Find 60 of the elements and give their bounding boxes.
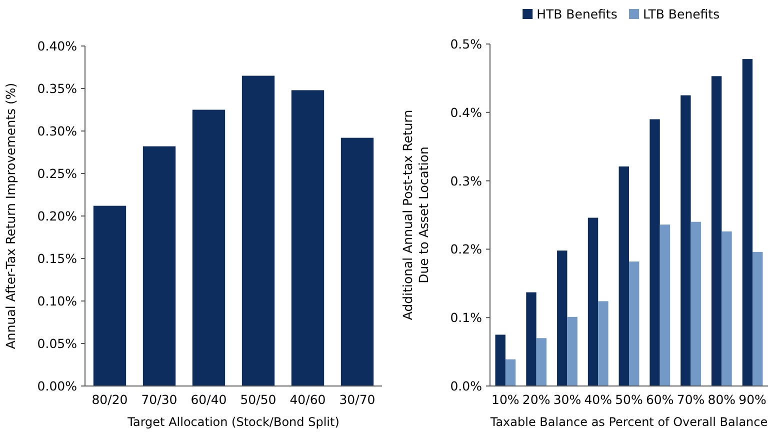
y-axis-title: Additional Annual Post-tax Return Due to Asset Location	[400, 110, 431, 320]
bar	[629, 262, 640, 386]
bar	[722, 231, 732, 386]
y-tick-label: 0.40%	[37, 38, 78, 54]
y-tick-label: 0.5%	[450, 36, 482, 52]
x-tick-label: 60/40	[190, 392, 227, 407]
bar	[505, 359, 516, 386]
y-tick-label: 0.05%	[37, 336, 78, 351]
bar	[557, 250, 568, 386]
y-tick-label: 0.10%	[37, 294, 78, 308]
y-tick-label: 0.3%	[450, 173, 482, 188]
bar	[711, 76, 722, 386]
y-tick-label: 0.20%	[37, 208, 78, 224]
legend-label: HTB Benefits	[536, 6, 618, 22]
bar	[495, 334, 506, 386]
x-tick-label: 90%	[738, 392, 767, 407]
bar	[660, 224, 670, 386]
x-tick-label: 50/50	[240, 392, 276, 407]
bar	[242, 76, 275, 386]
x-tick-label: 10%	[492, 392, 520, 407]
legend-label: LTB Benefits	[643, 6, 720, 22]
bar	[142, 146, 176, 386]
x-tick-label: 80/20	[92, 392, 128, 407]
x-tick-label: 70%	[676, 392, 705, 407]
x-tick-label: 80%	[708, 392, 736, 407]
y-tick-label: 0.30%	[37, 124, 78, 138]
y-tick-label: 0.35%	[37, 81, 78, 96]
y-tick-label: 0.0%	[450, 378, 482, 394]
bar	[752, 252, 763, 386]
bar	[650, 119, 660, 386]
bar	[742, 59, 753, 386]
bar	[680, 95, 691, 386]
x-axis-title: Taxable Balance as Percent of Overall Balance	[489, 415, 768, 429]
bar	[567, 316, 578, 386]
x-tick-label: 50%	[615, 392, 644, 407]
bar	[526, 292, 536, 386]
x-tick-label: 40%	[584, 392, 612, 407]
bar	[291, 90, 324, 386]
bar	[93, 206, 126, 386]
y-tick-label: 0.25%	[37, 166, 78, 181]
bar	[598, 301, 608, 386]
bar	[192, 110, 226, 386]
bar	[588, 218, 598, 386]
x-axis-title: Target Allocation (Stock/Bond Split)	[126, 415, 340, 429]
y-axis-title: Annual After-Tax Return Improvements (%)	[3, 82, 18, 350]
bar	[340, 138, 374, 386]
y-tick-label: 0.1%	[450, 310, 482, 326]
x-tick-label: 30%	[553, 392, 582, 407]
x-tick-label: 20%	[522, 392, 550, 407]
bar	[690, 222, 701, 386]
x-tick-label: 60%	[646, 392, 674, 407]
x-tick-label: 30/70	[339, 392, 376, 407]
bar	[618, 166, 629, 386]
x-tick-label: 40/60	[290, 392, 326, 407]
bar	[536, 338, 547, 386]
y-tick-label: 0.15%	[37, 251, 78, 266]
x-tick-label: 70/30	[141, 392, 178, 407]
y-tick-label: 0.4%	[450, 104, 482, 120]
y-tick-label: 0.2%	[450, 242, 482, 257]
y-tick-label: 0.00%	[37, 378, 78, 394]
